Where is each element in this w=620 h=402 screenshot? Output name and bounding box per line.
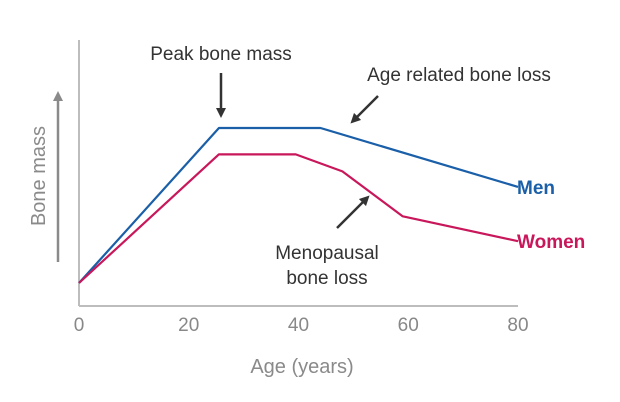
series-label-women: Women (517, 232, 585, 253)
x-tick-label-40: 40 (288, 315, 309, 336)
x-axis-title: Age (years) (250, 356, 353, 378)
annotation-menopausal-line1: Menopausal (275, 243, 379, 264)
annotation-peak-bone-mass: Peak bone mass (150, 44, 292, 65)
x-tick-label-20: 20 (178, 315, 199, 336)
annotation-menopausal-line2: bone loss (286, 268, 367, 289)
y-axis-title: Bone mass (28, 126, 50, 226)
x-tick-label-0: 0 (74, 315, 85, 336)
x-tick-label-60: 60 (398, 315, 419, 336)
annotation-menopausal-arrow (336, 195, 370, 229)
series-label-men: Men (517, 178, 555, 199)
series-line-men (78, 126, 519, 284)
x-tick-labels: 0 20 40 60 80 (74, 315, 529, 336)
x-tick-label-80: 80 (507, 315, 528, 336)
annotation-age-related-bone-loss: Age related bone loss (367, 65, 551, 86)
series-line-women (78, 153, 519, 284)
annotation-age-related-arrow (350, 95, 379, 124)
series-layer: Men Women (78, 126, 585, 284)
